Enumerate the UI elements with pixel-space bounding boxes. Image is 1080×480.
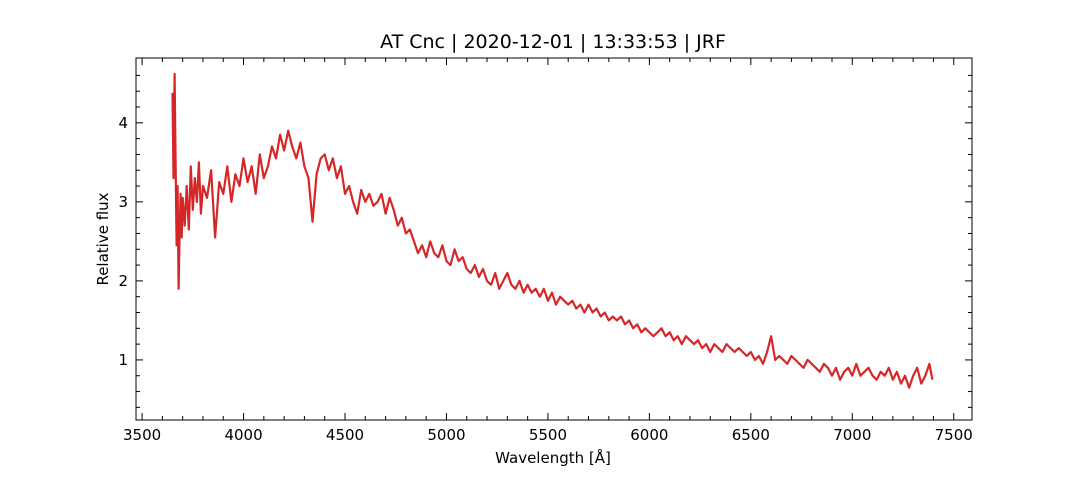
x-tick-label: 7500	[935, 426, 973, 444]
x-tick-label: 3500	[123, 426, 161, 444]
x-tick-label: 6000	[630, 426, 668, 444]
y-axis-label: Relative flux	[94, 192, 112, 285]
x-tick-label: 7000	[833, 426, 871, 444]
chart-title: AT Cnc | 2020-12-01 | 13:33:53 | JRF	[380, 31, 726, 53]
x-tick-label: 4500	[326, 426, 364, 444]
x-tick-label: 4000	[224, 426, 262, 444]
y-tick-label: 2	[118, 272, 128, 290]
x-tick-label: 5500	[529, 426, 567, 444]
y-tick-label: 3	[118, 193, 128, 211]
spectrum-line	[171, 72, 934, 389]
y-axis: 1 2 3 4	[118, 74, 972, 408]
x-axis: 3500 4000 4500 5000 5500 6000 6500 7000 7500	[123, 58, 973, 444]
x-tick-label: 5000	[427, 426, 465, 444]
y-tick-label: 1	[118, 351, 128, 369]
x-axis-label: Wavelength [Å]	[495, 448, 611, 467]
x-tick-label: 6500	[732, 426, 770, 444]
y-tick-label: 4	[118, 114, 128, 132]
plot-area	[135, 57, 973, 421]
plot-frame	[135, 57, 973, 421]
